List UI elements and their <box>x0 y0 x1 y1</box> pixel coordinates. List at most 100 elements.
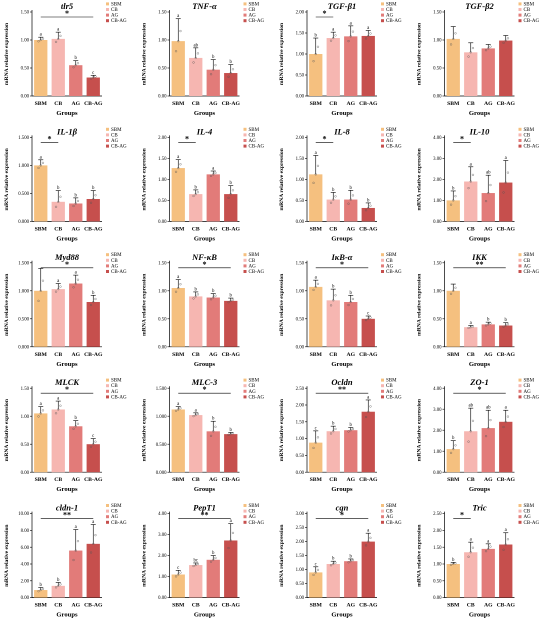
data-point <box>196 563 200 566</box>
x-tick-label: CB <box>467 603 475 609</box>
y-tick-label: 0.00 <box>21 596 30 601</box>
significance-letter: b <box>230 428 233 433</box>
significance-letter: a <box>75 525 78 530</box>
legend-label: AG <box>249 390 257 395</box>
chart-panel-13: MLCK mRNA relative expression 0.00 0.50 1.00… <box>4 377 127 493</box>
legend-label: SBM <box>524 504 535 509</box>
x-tick-label: AG <box>209 477 218 483</box>
legend-swatch <box>381 144 384 148</box>
data-point <box>227 75 230 78</box>
y-tick-label: 1.00 <box>433 450 442 455</box>
y-tick-label: 1.00 <box>296 289 305 294</box>
x-tick-label: CB-AG <box>359 477 378 483</box>
bar-ag <box>69 203 83 222</box>
significance-letter: a <box>177 14 180 19</box>
y-tick-label: 0.00 <box>296 95 305 100</box>
data-point <box>231 298 235 301</box>
y-tick-label: 4.00 <box>158 512 167 517</box>
significance-letter: a <box>195 408 198 413</box>
data-point <box>369 316 372 319</box>
significance-marker: * <box>65 385 69 394</box>
data-point <box>314 173 317 176</box>
bar-ag <box>206 297 220 347</box>
legend-label: CB-AG <box>111 521 127 526</box>
bar-cb <box>464 52 478 96</box>
legend-label: CB <box>249 384 256 389</box>
significance-letter: b <box>57 186 60 191</box>
data-point <box>312 60 315 63</box>
legend-label: CB <box>524 133 531 138</box>
x-tick-label: CB <box>192 603 200 609</box>
significance-letter: a <box>470 538 473 543</box>
x-tick-label: CB-AG <box>497 477 516 483</box>
legend-swatch <box>381 133 384 137</box>
data-point <box>467 440 470 443</box>
bar-ag <box>69 426 83 473</box>
legend-swatch <box>106 144 109 148</box>
significance-letter: b <box>230 60 233 65</box>
x-tick-label: CB-AG <box>497 226 516 232</box>
data-point <box>469 51 472 54</box>
data-point <box>174 290 178 293</box>
y-tick-label: 2.50 <box>296 526 305 531</box>
data-point <box>72 427 75 430</box>
legend-label: SBM <box>111 128 122 133</box>
data-point <box>41 161 45 164</box>
data-point <box>229 71 232 75</box>
x-tick-label: CB <box>54 226 62 232</box>
data-point <box>179 571 182 574</box>
data-point <box>471 546 475 549</box>
significance-marker: * <box>323 9 327 18</box>
x-tick-label: CB <box>467 477 475 483</box>
x-tick-label: CB-AG <box>497 352 516 358</box>
bar-sbm <box>171 409 185 473</box>
bar-cb-ag <box>361 35 375 96</box>
data-point <box>76 278 80 281</box>
data-point <box>369 32 372 35</box>
data-point <box>329 201 333 204</box>
data-point <box>72 286 75 289</box>
data-point <box>329 432 333 435</box>
legend-label: AG <box>386 139 394 144</box>
significance-letter: b <box>452 186 455 191</box>
data-point <box>347 430 350 433</box>
data-point <box>59 285 62 288</box>
legend-swatch <box>381 264 384 268</box>
data-point <box>59 195 62 198</box>
data-point <box>349 429 352 432</box>
chart-panel-10: NF-κB mRNA relative expression 0.00 0.50 1.0… <box>142 252 265 368</box>
bar-cb <box>464 552 478 598</box>
data-point <box>467 187 470 190</box>
x-tick-label: CB <box>329 352 337 358</box>
data-point <box>74 202 77 205</box>
chart-panel-8: IL-10 mRNA relative expression 0.00 1.00 2.0… <box>417 126 540 242</box>
data-point <box>179 283 182 286</box>
legend-label: SBM <box>249 504 260 509</box>
legend-label: AG <box>111 264 119 269</box>
significance-letter: c <box>315 426 317 431</box>
data-point <box>454 32 457 35</box>
y-tick-label: 2.00 <box>296 136 305 141</box>
y-tick-label: 1.000 <box>18 164 29 169</box>
data-point <box>37 590 40 593</box>
legend-label: SBM <box>111 2 122 7</box>
data-point <box>94 440 97 443</box>
legend-label: CB <box>249 510 256 515</box>
y-tick-label: 1.50 <box>296 32 305 37</box>
significance-letter: b <box>230 294 233 299</box>
data-point <box>367 540 370 543</box>
x-tick-label: SBM <box>310 226 323 232</box>
y-tick-label: 1.50 <box>296 420 305 425</box>
data-point <box>94 75 97 78</box>
data-point <box>349 300 352 304</box>
chart-panel-6: IL-4 mRNA relative expression 0.00 0.50 1.00… <box>142 126 265 242</box>
y-tick-label: 0.50 <box>296 317 305 322</box>
x-tick-label: CB-AG <box>359 352 378 358</box>
data-point <box>94 297 97 301</box>
bar-cb <box>326 431 340 473</box>
significance-letter: b <box>92 186 95 191</box>
legend-label: CB-AG <box>386 19 402 24</box>
legend-label: CB-AG <box>524 270 540 275</box>
bar-cb-ag <box>224 73 238 96</box>
